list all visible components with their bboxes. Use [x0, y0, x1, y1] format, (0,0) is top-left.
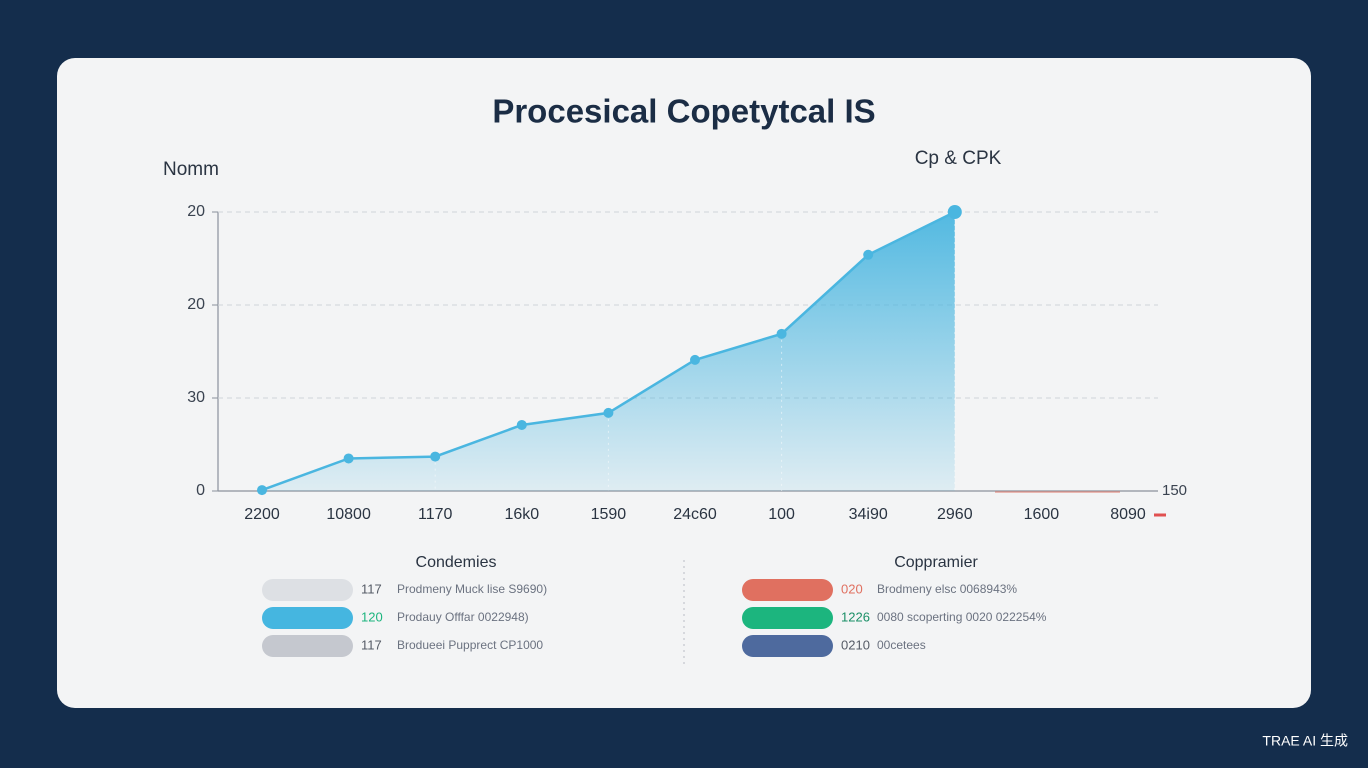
- y-axis-label: Nomm: [163, 159, 219, 180]
- x-tick-label: 24c60: [673, 506, 717, 523]
- point: [690, 354, 700, 365]
- point: [430, 451, 441, 462]
- legend-swatch: [742, 607, 833, 629]
- legend-text: Brodueei Pupprect CP1000: [397, 638, 543, 652]
- y-tick-label: 20: [187, 203, 205, 220]
- legend-number: 020: [841, 581, 863, 596]
- legend-swatch: [262, 635, 353, 657]
- watermark: TRAE AI 生成: [1262, 733, 1348, 749]
- x-tick-label: 8090: [1110, 506, 1146, 523]
- point: [947, 205, 962, 219]
- y-tick-label: 20: [187, 296, 205, 313]
- x-tick-label: 1600: [1024, 506, 1060, 523]
- chart-title: Procesical Copetytcal IS: [492, 93, 875, 130]
- legend-number: 120: [361, 609, 383, 624]
- legend-number: 0210: [841, 637, 870, 652]
- point: [343, 453, 354, 464]
- area: [262, 212, 955, 491]
- point: [863, 249, 874, 260]
- point: [257, 485, 267, 496]
- legend-number: 117: [361, 637, 382, 652]
- legend-text: 00cetees: [877, 638, 926, 652]
- x-tick-label: 1170: [418, 506, 453, 523]
- legend-swatch: [742, 579, 833, 601]
- y-tick-label: 30: [187, 389, 205, 406]
- legend-text: 0080 scoperting 0020 022254%: [877, 610, 1047, 624]
- legend-swatch: [742, 635, 833, 657]
- point: [516, 419, 527, 430]
- point: [603, 407, 614, 418]
- x-tick-label: 34i90: [849, 506, 888, 523]
- subtitle: Cp & CPK: [915, 148, 1002, 169]
- legend-text: Brodmeny elsc 0068943%: [877, 582, 1017, 596]
- legend-swatch: [262, 607, 353, 629]
- legend-title: Condemies: [416, 554, 497, 571]
- x-tick-label: 2960: [937, 506, 973, 523]
- x-tick-label: 1590: [591, 506, 627, 523]
- legend-number: 1226: [841, 609, 870, 624]
- legend-number: 117: [361, 581, 382, 596]
- x-tick-label: 100: [768, 506, 795, 523]
- x-tick-label: 10800: [326, 506, 371, 523]
- legend-title: Coppramier: [894, 554, 978, 571]
- point: [776, 328, 787, 339]
- y-tick-label: 0: [196, 482, 205, 499]
- legend-text: Prodmeny Muck lise S9690): [397, 582, 547, 596]
- x-tick-label: 2200: [244, 506, 280, 523]
- right-label: 150: [1162, 482, 1187, 499]
- legend-text: Prodauy Offfar 0022948): [397, 610, 529, 624]
- legend-swatch: [262, 579, 353, 601]
- x-tick-label: 16k0: [504, 506, 539, 523]
